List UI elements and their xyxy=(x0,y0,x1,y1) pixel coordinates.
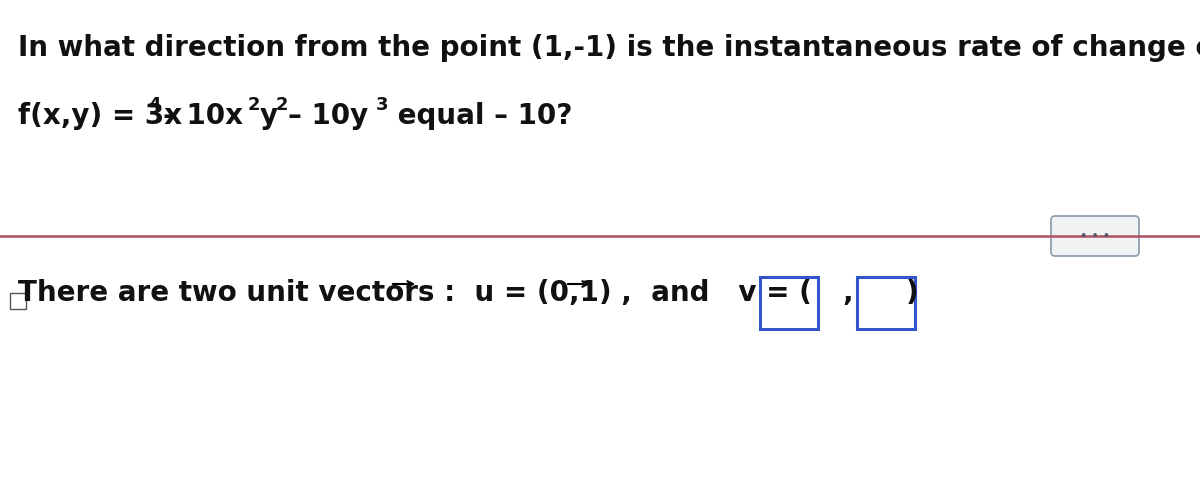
Text: equal – 10?: equal – 10? xyxy=(388,102,572,130)
Text: – 10x: – 10x xyxy=(163,102,242,130)
Text: There are two unit vectors :  u = (0,1) ,  and   v = (: There are two unit vectors : u = (0,1) ,… xyxy=(18,279,812,307)
Text: ,: , xyxy=(842,279,853,307)
FancyBboxPatch shape xyxy=(10,293,26,309)
Text: 2: 2 xyxy=(248,96,260,114)
Text: 4: 4 xyxy=(148,96,161,114)
Text: ): ) xyxy=(906,279,919,307)
FancyBboxPatch shape xyxy=(1051,216,1139,256)
FancyBboxPatch shape xyxy=(857,277,916,329)
Text: In what direction from the point (1,-1) is the instantaneous rate of change of: In what direction from the point (1,-1) … xyxy=(18,34,1200,62)
Text: 3: 3 xyxy=(376,96,389,114)
Text: – 10y: – 10y xyxy=(288,102,368,130)
Text: • • •: • • • xyxy=(1080,230,1110,243)
Text: f(x,y) = 3x: f(x,y) = 3x xyxy=(18,102,182,130)
Text: 2: 2 xyxy=(276,96,288,114)
FancyBboxPatch shape xyxy=(760,277,818,329)
Text: y: y xyxy=(260,102,278,130)
